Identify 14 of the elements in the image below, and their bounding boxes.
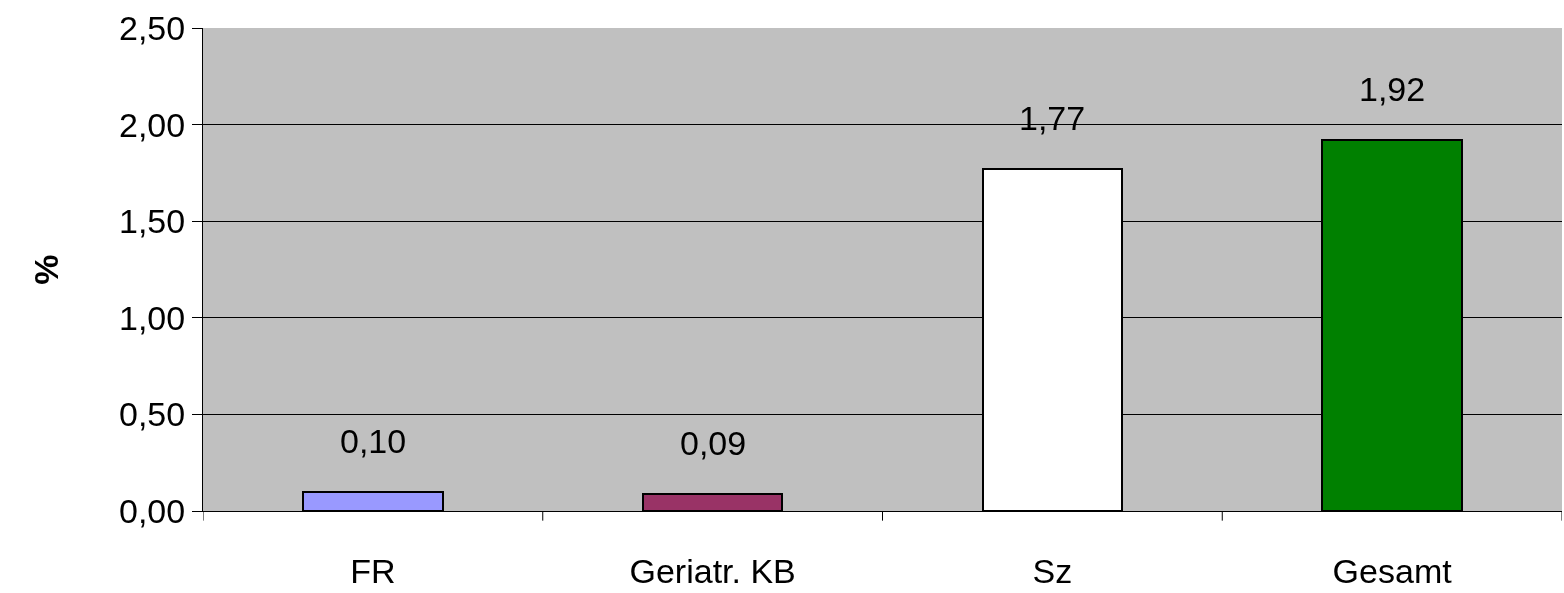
x-tick-label: Geriatr. KB	[629, 551, 796, 590]
x-tick-label: Gesamt	[1332, 551, 1453, 590]
data-label: 0,09	[680, 424, 747, 462]
y-tick-label: 2,00	[119, 105, 186, 144]
y-axis-title: %	[26, 254, 65, 285]
y-tick-label: 1,00	[119, 298, 186, 337]
data-label: 1,92	[1359, 70, 1426, 108]
y-tick-label: 0,50	[119, 395, 186, 434]
y-tick-label: 1,50	[119, 202, 186, 241]
y-tick-label: 0,00	[119, 491, 186, 530]
data-label: 0,10	[340, 422, 407, 460]
x-tick-label: FR	[350, 551, 396, 590]
y-tick-label: 2,50	[119, 8, 186, 47]
x-tick-label: Sz	[1032, 551, 1073, 590]
